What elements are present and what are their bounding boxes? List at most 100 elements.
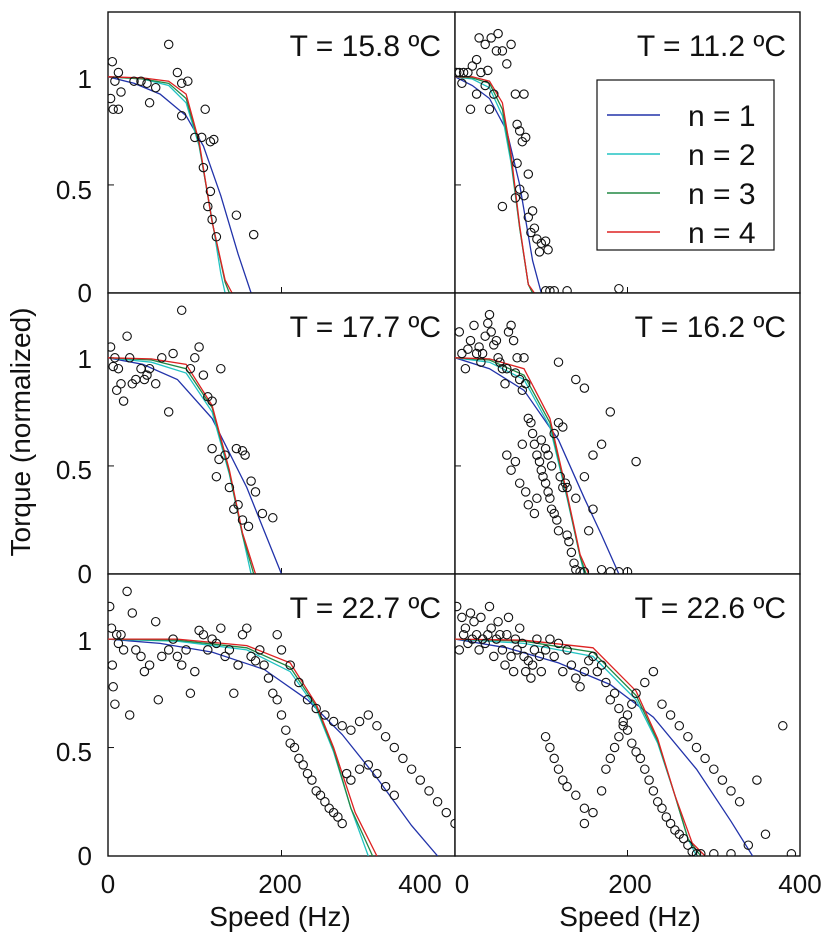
data-point: [678, 833, 689, 844]
data-point: [298, 760, 308, 770]
data-point: [190, 132, 200, 143]
data-point: [752, 775, 762, 785]
data-point: [108, 104, 118, 115]
data-point: [503, 327, 514, 337]
data-point: [644, 775, 654, 785]
data-point: [534, 247, 545, 257]
data-point: [465, 335, 476, 346]
data-point: [489, 89, 499, 99]
data-point: [536, 435, 547, 445]
data-point: [176, 111, 187, 121]
data-point: [506, 320, 516, 331]
data-point: [579, 567, 590, 574]
data-point: [469, 616, 479, 627]
data-point: [163, 39, 174, 50]
y-tick-0-top: 0: [78, 278, 92, 308]
data-point: [508, 335, 519, 346]
data-point: [471, 629, 482, 640]
data-point: [480, 39, 490, 50]
data-point: [640, 764, 650, 774]
fit-curve-n1: [108, 638, 439, 856]
data-point: [476, 357, 486, 367]
data-point: [176, 78, 187, 89]
data-point: [190, 353, 200, 363]
x-tick-0-left: 0: [101, 869, 115, 899]
data-point: [124, 353, 135, 363]
data-point: [108, 601, 115, 612]
data-point: [526, 227, 536, 238]
data-point: [553, 357, 564, 367]
data-point: [579, 471, 590, 482]
data-point: [471, 89, 482, 99]
tick-labels: 1 0.5 0 1 0.5 0 1 0.5 0 0 200 400 0 200 …: [56, 64, 822, 899]
data-point: [558, 422, 568, 432]
data-point: [207, 443, 217, 454]
data-point: [460, 363, 471, 374]
data-point: [389, 790, 400, 801]
data-point: [163, 645, 174, 655]
x-tick-400-left: 400: [398, 869, 441, 899]
data-point: [168, 634, 178, 644]
data-point: [571, 673, 581, 683]
data-point: [469, 320, 479, 331]
data-point: [536, 666, 547, 677]
data-point: [380, 731, 391, 742]
data-point: [529, 439, 540, 450]
data-point: [363, 710, 374, 720]
data-point: [614, 703, 624, 714]
data-point: [536, 465, 547, 475]
data-point: [605, 407, 616, 417]
data-point: [198, 162, 209, 173]
data-point: [519, 353, 529, 363]
data-point: [116, 87, 126, 97]
data-point: [506, 465, 516, 475]
data-point: [455, 327, 465, 337]
data-point: [553, 638, 564, 649]
data-point: [579, 666, 590, 677]
data-point: [503, 612, 514, 623]
data-point: [363, 760, 374, 770]
data-point: [108, 623, 117, 633]
data-point: [545, 742, 555, 753]
data-point: [538, 471, 548, 482]
data-point: [709, 849, 719, 856]
panel-4: T = 16.2 ºC: [454, 292, 801, 575]
y-tick-1-mid: 1: [78, 344, 92, 374]
data-point: [176, 660, 187, 670]
x-axis-label-right: Speed (Hz): [559, 901, 701, 932]
data-point: [224, 645, 235, 655]
data-point: [497, 363, 508, 374]
data-point: [205, 186, 216, 197]
data-point: [116, 629, 126, 640]
data-point: [514, 126, 525, 136]
data-point: [546, 461, 557, 471]
data-point: [486, 327, 496, 337]
data-point: [614, 731, 624, 742]
data-point: [110, 353, 120, 363]
data-point: [211, 232, 222, 242]
data-point: [311, 703, 321, 714]
data-point: [200, 104, 210, 115]
data-point: [176, 305, 187, 316]
x-tick-200-left: 200: [258, 869, 301, 899]
data-point: [534, 651, 545, 662]
data-point: [483, 318, 493, 329]
data-point: [108, 361, 118, 372]
data-point: [571, 493, 581, 504]
data-point: [302, 695, 313, 705]
data-point: [696, 849, 706, 856]
data-point: [111, 629, 122, 640]
data-point: [691, 742, 702, 753]
y-tick-1-top: 1: [78, 64, 92, 94]
data-point: [545, 286, 555, 293]
data-point: [588, 504, 598, 514]
data-point: [540, 236, 551, 246]
data-point: [465, 608, 476, 618]
data-point: [717, 775, 728, 785]
data-point: [337, 818, 347, 829]
data-point: [220, 450, 230, 460]
data-point: [510, 193, 521, 203]
data-point: [579, 383, 590, 393]
data-point: [510, 634, 521, 644]
